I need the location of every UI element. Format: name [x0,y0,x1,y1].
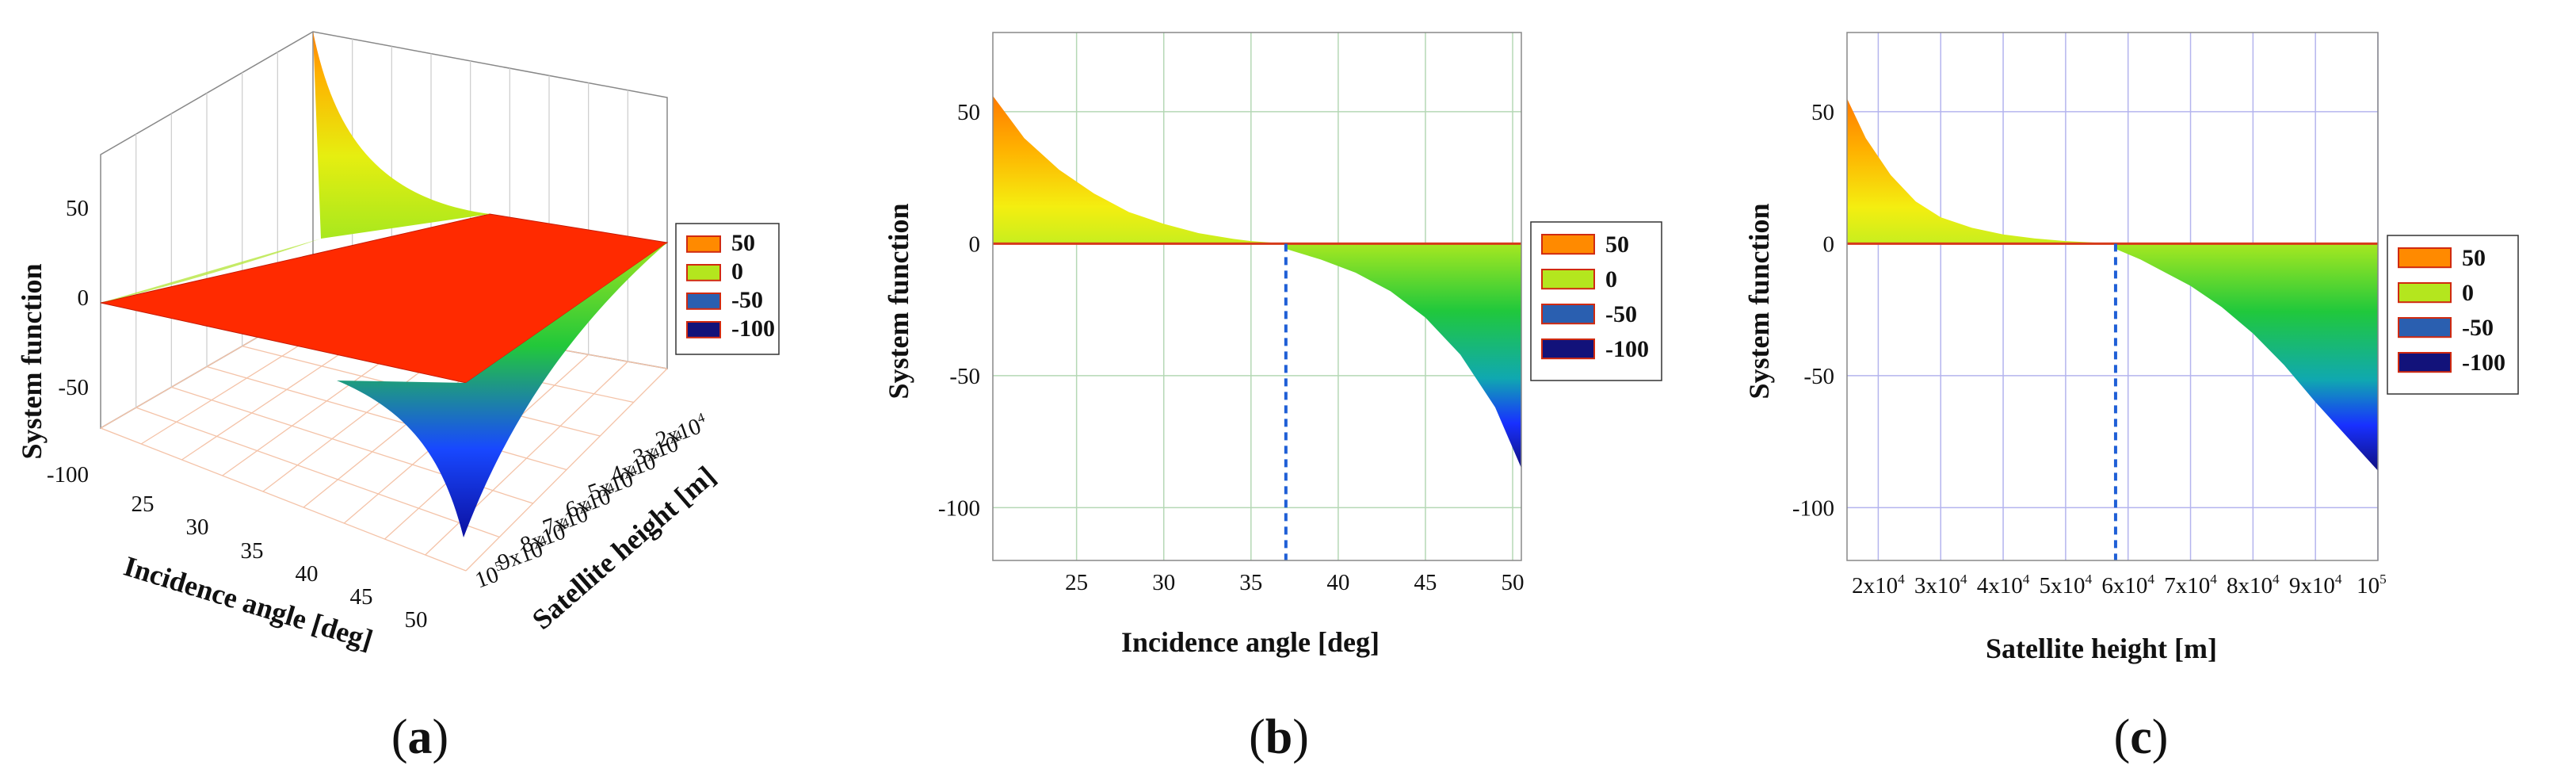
panel-a-xlabel: Incidence angle [deg] [120,550,376,656]
x-tick-label: 40 [1326,570,1349,595]
x-tick-label: 6x104 [2101,572,2154,599]
x-tick-label: 50 [405,607,428,633]
panel-c-y-ticks: 50 0 -50 -100 [1792,100,1834,522]
x-tick-label: 5x104 [2040,572,2093,599]
panel-c-ylabel: System function [1743,203,1775,399]
x-tick-label: 7x104 [2164,572,2217,599]
panel-a-left-sheet [101,239,321,303]
legend-label: -100 [731,316,775,342]
z-tick-label: -50 [58,375,89,400]
legend-swatch [2398,247,2452,269]
y-tick-label: 0 [969,231,981,257]
floor-gridline [206,365,567,471]
legend-swatch [1541,234,1595,255]
panel-b-negative-area [1285,243,1521,468]
x-tick-label: 45 [1414,570,1437,595]
legend-label: 0 [731,258,743,285]
legend-swatch [686,235,721,253]
panel-c-x-ticks: 2x104 3x104 4x104 5x104 6x104 7x104 8x104 9x104… [1852,572,2387,599]
x-tick-label: 25 [132,491,155,517]
legend-label: -100 [2462,350,2505,376]
x-tick-label: 50 [1501,570,1524,595]
panel-c-xlabel: Satellite height [m] [1986,633,2217,664]
legend-swatch [1541,338,1595,360]
z-tick-label: -100 [47,462,89,488]
legend-swatch [686,293,721,310]
legend-label: 0 [1605,266,1617,293]
x-tick-label: 40 [296,561,319,587]
panel-a-red-plane [100,213,669,384]
x-tick-label: 8x104 [2227,572,2280,599]
panel-label-b: (b) [1249,710,1309,764]
panel-c-height-plot: 2x104 3x104 4x104 5x104 6x104 7x104 8x104 9x104… [1743,32,2387,664]
y-tick-label: 50 [957,100,980,125]
z-tick-label: 50 [66,196,89,221]
legend-label: 50 [1605,231,1629,258]
x-tick-label: 25 [1065,570,1088,595]
x-tick-label: 3x104 [1914,572,1967,599]
panel-a-negative-spike [337,243,667,537]
panel-a-z-ticks: 50 0 -50 -100 [47,196,89,488]
x-tick-label: 4x104 [1977,572,2030,599]
legend-label: -50 [731,287,763,313]
y-tick-label: 0 [1823,231,1835,257]
panel-b-incidence-plot: 25 30 35 40 45 50 50 0 -50 -100 Incidence angle … [883,32,1524,658]
legend-swatch [2398,282,2452,304]
legend-swatch [1541,304,1595,325]
panel-b-ylabel: System function [883,203,914,399]
x-tick-label: 35 [241,538,264,564]
legend-swatch [2398,352,2452,373]
panel-b-y-ticks: 50 0 -50 -100 [938,100,980,522]
x-tick-label: 30 [1152,570,1175,595]
panel-a-x-ticks: 25 30 35 40 45 50 [132,491,428,633]
panel-c-negative-area [2115,243,2378,471]
legend-label: 0 [2462,280,2474,306]
legend-label: -50 [2462,315,2494,341]
x-tick-label: 35 [1239,570,1262,595]
legend-swatch [1541,269,1595,290]
z-tick-label: 0 [78,285,90,311]
panel-c-positive-area [1847,98,2116,244]
floor-gridline [100,427,467,572]
legend-label: 50 [731,230,755,256]
panel-label-a: (a) [391,710,448,764]
panel-label-c: (c) [2114,710,2169,764]
legend-label: -100 [1605,336,1649,362]
legend-swatch [686,321,721,338]
legend-panel-b: 50 0 -50 -100 [1530,221,1662,381]
x-tick-label: 105 [2357,572,2387,599]
legend-label: 50 [2462,245,2486,271]
y-tick-label: -50 [1803,364,1834,389]
floor-gridline [135,407,500,538]
legend-swatch [686,264,721,281]
legend-label: -50 [1605,301,1637,327]
panel-a-positive-spike [313,32,490,239]
legend-swatch [2398,317,2452,338]
panel-b-xlabel: Incidence angle [deg] [1121,626,1380,658]
panel-c-frame [1846,32,2379,561]
legend-panel-a: 500-50 -100 [675,223,780,355]
panel-a-zlabel: System function [16,263,48,459]
y-tick-label: -50 [949,364,980,389]
y-tick-label: 50 [1811,100,1834,125]
panel-b-frame [992,32,1522,561]
x-tick-label: 30 [186,514,209,540]
x-tick-label: 2x104 [1852,572,1905,599]
x-tick-label: 9x104 [2289,572,2342,599]
legend-panel-c: 50 0 -50 -100 [2387,235,2519,395]
panel-b-x-ticks: 25 30 35 40 45 50 [1065,570,1524,595]
y-tick-label: -100 [938,495,980,521]
x-tick-label: 45 [350,584,373,610]
panel-b-positive-area [993,95,1286,244]
y-tick-label: -100 [1792,495,1834,521]
